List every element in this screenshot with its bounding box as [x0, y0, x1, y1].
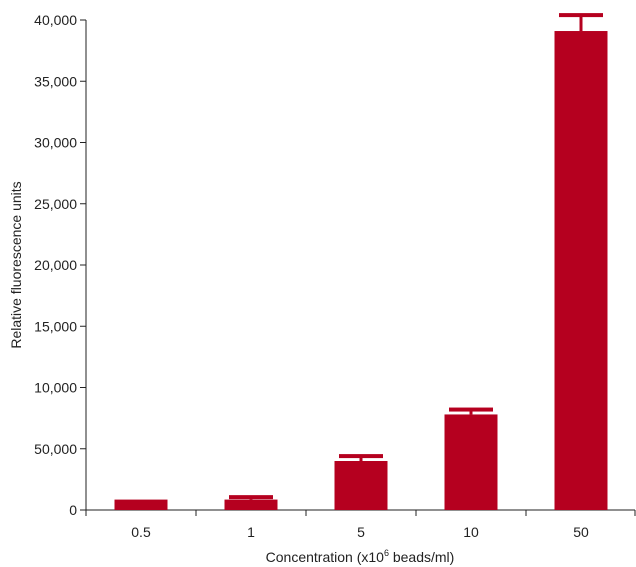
- bar-10: [444, 414, 498, 510]
- x-tick-label: 50: [573, 524, 589, 540]
- x-axis: 0.5 1 5 10 50: [85, 509, 636, 540]
- y-tick-label: 50,000: [34, 441, 77, 457]
- y-tick-label: 25,000: [34, 196, 77, 212]
- y-tick-label: 35,000: [34, 73, 77, 89]
- y-tick-label: 10,000: [34, 380, 77, 396]
- error-cap: [229, 495, 273, 500]
- x-axis-title-tail: beads/ml): [389, 549, 454, 565]
- bars: [114, 31, 608, 511]
- bar-0.5: [114, 499, 168, 510]
- y-axis: 0 50,000 10,000 15,000 20,000 25,000 30,000 35,…: [34, 12, 87, 518]
- x-tick-label: 10: [463, 524, 479, 540]
- y-axis-title: Relative fluorescence units: [8, 181, 24, 348]
- y-tick-label: 15,000: [34, 318, 77, 334]
- bar-50: [554, 31, 608, 511]
- y-tick-label: 40,000: [34, 12, 77, 28]
- x-axis-title-main: Concentration (x10: [266, 549, 385, 565]
- error-cap: [559, 13, 603, 18]
- y-tick-label: 20,000: [34, 257, 77, 273]
- x-axis-title-superscript: 6: [384, 548, 389, 558]
- error-cap: [449, 407, 493, 412]
- bar-5: [334, 461, 388, 510]
- x-tick-label: 1: [247, 524, 255, 540]
- bar-1: [224, 499, 278, 510]
- x-tick-label: 5: [357, 524, 365, 540]
- error-bars: [229, 13, 603, 500]
- error-cap: [339, 454, 383, 459]
- y-tick-label: 30,000: [34, 135, 77, 151]
- y-tick-label: 0: [69, 502, 77, 518]
- x-axis-title: Concentration (x106 beads/ml): [266, 548, 455, 565]
- x-tick-label: 0.5: [131, 524, 151, 540]
